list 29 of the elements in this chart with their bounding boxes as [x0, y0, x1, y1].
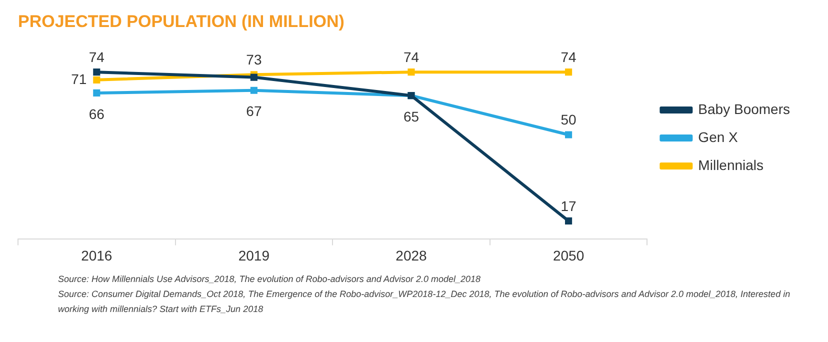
point — [93, 68, 100, 76]
point — [564, 68, 572, 76]
data-label: 65 — [403, 108, 420, 124]
data-label: 67 — [246, 103, 262, 120]
x-tick-label: 2019 — [238, 247, 270, 264]
data-label: 50 — [560, 112, 577, 128]
legend-label: Gen X — [698, 128, 739, 145]
chart-title: PROJECTED POPULATION (IN MILLION) — [18, 12, 344, 31]
x-tick-label: 2016 — [81, 247, 112, 264]
point — [564, 131, 572, 138]
data-label: 17 — [560, 198, 577, 214]
x-tick-label: 2028 — [396, 247, 428, 264]
point — [408, 68, 415, 76]
data-label: 71 — [71, 70, 87, 87]
x-tick-label: 2050 — [552, 247, 584, 264]
data-label: 74 — [560, 48, 577, 65]
point — [250, 86, 258, 94]
source-note: Source: Consumer Digital Demands_Oct 2018, The Emergence of the Robo-advisor_WP2018-12_Dec 2018, The evolution of Robo-advisors and Advisor 2.0 model_2018, Interested in working with millennials? Start with ETFs_Jun 2018 — [58, 288, 792, 316]
data-label: 74 — [403, 48, 420, 65]
legend-label: Millennials — [698, 156, 764, 173]
source-note: Source: How Millennials Use Advisors_2018, The evolution of Robo-advisors and Advisor 2.0 model_2018 — [58, 273, 482, 286]
data-label: 74 — [88, 48, 105, 65]
data-label: 66 — [88, 106, 105, 122]
point — [564, 217, 572, 224]
point — [93, 76, 100, 84]
data-label: 73 — [246, 52, 262, 68]
legend-label: Baby Boomers — [698, 100, 790, 117]
point — [93, 89, 100, 96]
point — [250, 74, 258, 81]
